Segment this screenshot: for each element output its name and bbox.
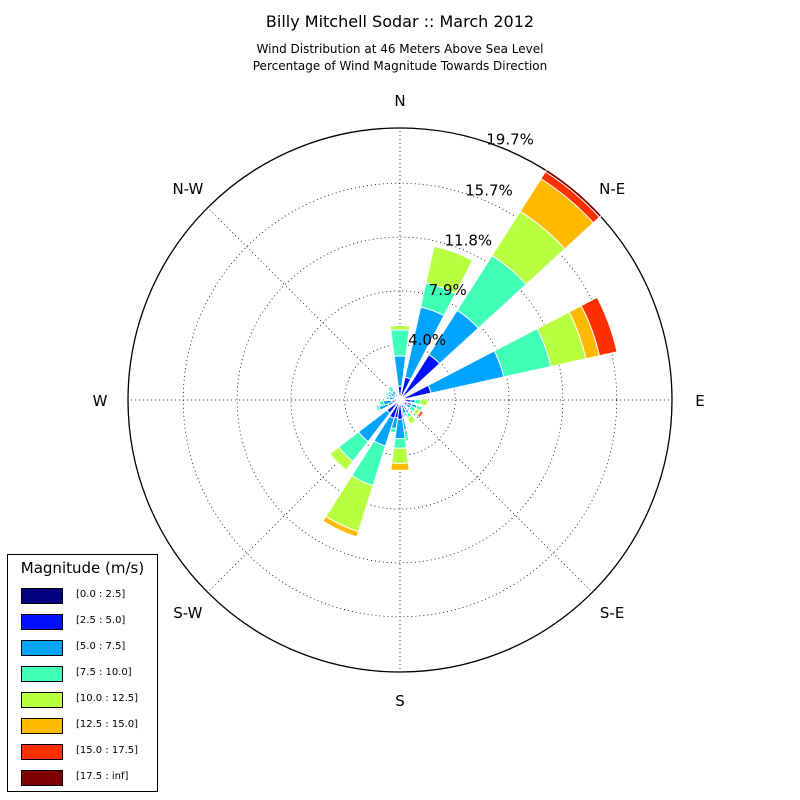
chart-subtitle: Wind Distribution at 46 Meters Above Sea… <box>252 42 548 73</box>
wind-bar-segment <box>329 446 354 471</box>
legend-swatch <box>21 640 63 656</box>
legend-label: [12.5 : 15.0] <box>76 719 139 730</box>
wind-bar-segment <box>419 398 429 407</box>
legend-swatch <box>21 614 63 630</box>
wind-bar-segment <box>425 245 474 295</box>
legend-swatch <box>21 666 63 682</box>
wind-bar-segment <box>375 404 382 413</box>
wind-bar-segment <box>390 329 410 357</box>
wind-bar-segment <box>580 296 618 357</box>
wind-bar-segment <box>387 385 395 394</box>
grid-circle <box>344 344 456 456</box>
direction-label: W <box>93 392 108 410</box>
legend-label: [0.0 : 2.5] <box>76 589 126 600</box>
legend-title: Magnitude (m/s) <box>20 559 145 577</box>
direction-label: S <box>395 692 405 710</box>
wind-bar-segment <box>378 400 385 407</box>
legend: Magnitude (m/s) [0.0 : 2.5] [2.5 : 5.0] [5… <box>7 554 158 792</box>
direction-label: N <box>394 92 405 110</box>
direction-label: E <box>695 392 704 410</box>
wind-bar-segment <box>414 398 422 406</box>
chart-title: Billy Mitchell Sodar :: March 2012 <box>265 12 535 31</box>
wind-bar-segment <box>390 462 410 471</box>
wind-bar-segment <box>416 410 424 419</box>
wind-bar-segment <box>322 515 360 538</box>
direction-label: S-E <box>600 604 624 622</box>
legend-swatch <box>21 588 63 604</box>
grid-circle <box>236 236 564 564</box>
legend-swatch <box>21 770 63 786</box>
radial-tick-label: 7.9% <box>429 281 467 299</box>
legend-label: [5.0 : 7.5] <box>76 641 126 652</box>
legend-label: [2.5 : 5.0] <box>76 615 126 626</box>
radial-tick-label: 19.7% <box>486 131 534 149</box>
wind-bar-segment <box>393 437 407 449</box>
wind-bar-segment <box>406 414 417 425</box>
grid-spoke <box>399 399 593 593</box>
legend-label: [7.5 : 10.0] <box>76 667 132 678</box>
wind-rose-bars <box>322 168 618 538</box>
grid-spoke <box>207 207 401 401</box>
outer-circle <box>127 127 673 673</box>
grid-spoke <box>207 399 401 593</box>
radial-tick-label: 4.0% <box>408 331 446 349</box>
legend-swatch <box>21 718 63 734</box>
radial-tick-label: 15.7% <box>465 182 513 200</box>
direction-label: N-W <box>172 180 203 198</box>
wind-bar-segment <box>391 447 409 465</box>
wind-bar-segment <box>544 168 603 218</box>
radial-tick-label: 11.8% <box>445 231 493 249</box>
legend-swatch <box>21 692 63 708</box>
direction-label: S-W <box>173 604 202 622</box>
legend-label: [10.0 : 12.5] <box>76 693 139 704</box>
legend-label: [15.0 : 17.5] <box>76 745 139 756</box>
grid-circle <box>290 290 510 510</box>
direction-labels: N N-E E S-E S S-W W N-W <box>93 92 705 710</box>
legend-label: [17.5 : inf] <box>76 771 129 782</box>
radial-tick-labels: 4.0% 7.9% 11.8% 15.7% 19.7% <box>408 131 534 349</box>
direction-label: N-E <box>599 180 625 198</box>
wind-bar-segment <box>389 324 411 331</box>
legend-swatch <box>21 744 63 760</box>
